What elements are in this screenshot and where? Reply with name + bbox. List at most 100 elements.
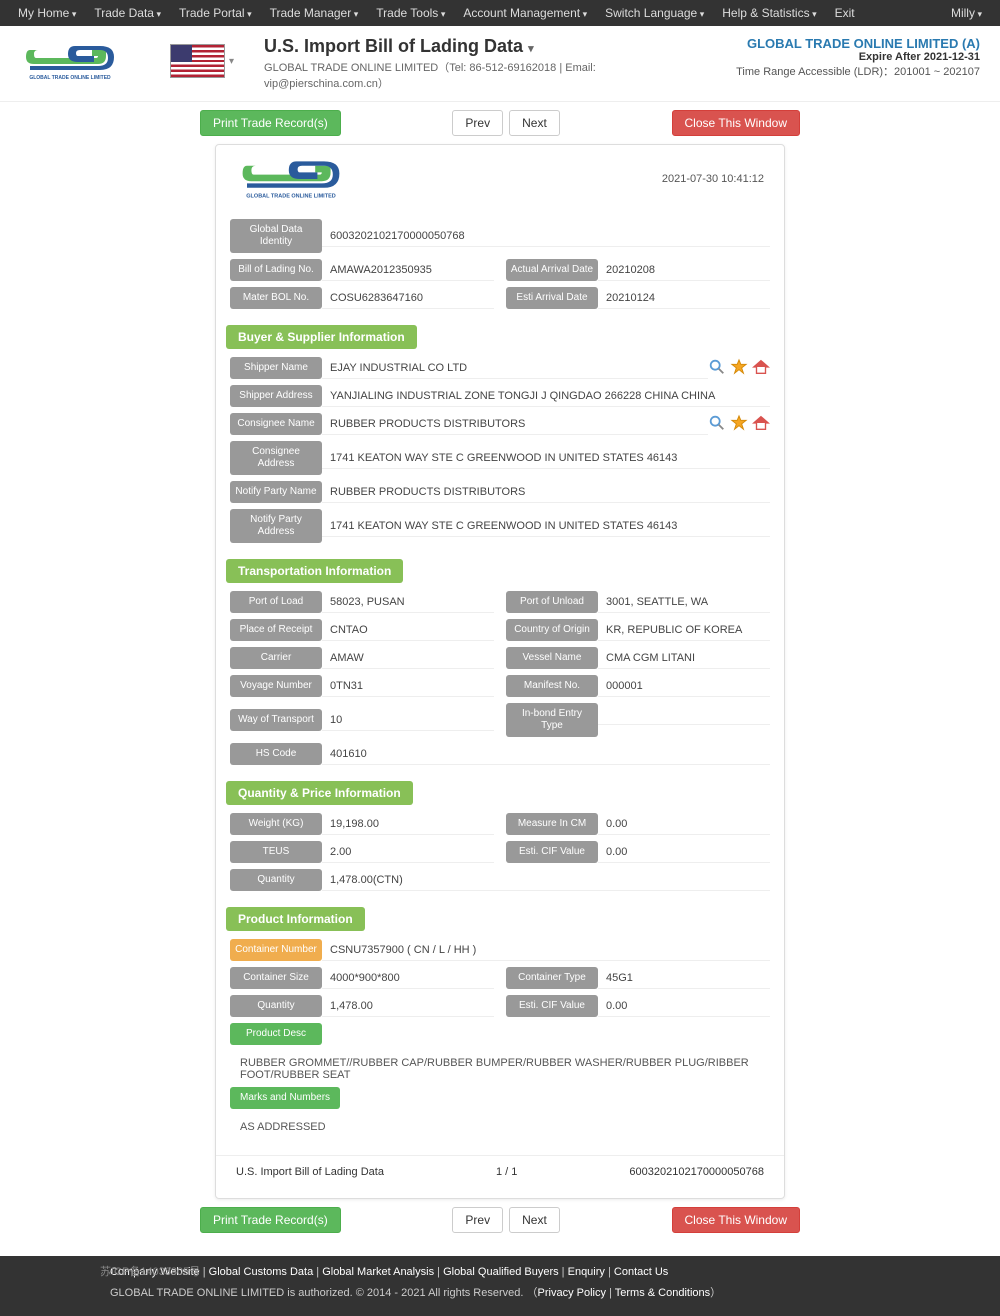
print-button[interactable]: Print Trade Record(s) xyxy=(200,1207,341,1233)
field-label: Quantity xyxy=(230,869,322,891)
field-label: HS Code xyxy=(230,743,322,765)
field-value: EJAY INDUSTRIAL CO LTD xyxy=(322,358,708,379)
field-value: 1741 KEATON WAY STE C GREENWOOD IN UNITE… xyxy=(322,516,770,537)
field-label: Mater BOL No. xyxy=(230,287,322,309)
prev-button[interactable]: Prev xyxy=(452,1207,503,1233)
marks-value: AS ADDRESSED xyxy=(230,1115,770,1139)
field-value: 58023, PUSAN xyxy=(322,592,494,613)
account-time-range: Time Range Accessible (LDR)：201001 ~ 202… xyxy=(736,63,980,79)
prev-button[interactable]: Prev xyxy=(452,110,503,136)
marks-label: Marks and Numbers xyxy=(230,1087,340,1109)
us-flag-icon xyxy=(170,44,225,78)
field-value: KR, REPUBLIC OF KOREA xyxy=(598,620,770,641)
copyright-text: GLOBAL TRADE ONLINE LIMITED is authorize… xyxy=(110,1287,527,1299)
footer-link[interactable]: Contact Us xyxy=(614,1266,668,1278)
nav-item[interactable]: My Home xyxy=(10,4,84,22)
transport-section: Transportation Information Port of Load5… xyxy=(226,559,774,765)
field-value: 6003202102170000050768 xyxy=(322,226,770,247)
account-name: GLOBAL TRADE ONLINE LIMITED (A) xyxy=(736,36,980,51)
container-number-label: Container Number xyxy=(230,939,322,961)
icp-text: 苏ICP备14033305号 xyxy=(100,1263,200,1279)
top-navbar: My HomeTrade DataTrade PortalTrade Manag… xyxy=(0,0,1000,26)
home-icon[interactable] xyxy=(752,358,770,379)
nav-item[interactable]: Trade Portal xyxy=(171,4,260,22)
field-label: Carrier xyxy=(230,647,322,669)
footer-link[interactable]: Global Qualified Buyers xyxy=(443,1266,559,1278)
section-title: Product Information xyxy=(226,907,365,931)
field-label: Place of Receipt xyxy=(230,619,322,641)
field-value: YANJIALING INDUSTRIAL ZONE TONGJI J QING… xyxy=(322,386,770,407)
field-label: Weight (KG) xyxy=(230,813,322,835)
country-flag-selector[interactable]: ▾ xyxy=(170,44,234,78)
field-label: Shipper Name xyxy=(230,357,322,379)
field-value: 20210208 xyxy=(598,260,770,281)
product-section: Product Information Container Number CSN… xyxy=(226,907,774,1139)
field-value: 1,478.00(CTN) xyxy=(322,870,770,891)
terms-link[interactable]: Terms & Conditions xyxy=(615,1287,710,1299)
trade-record: GLOBAL TRADE ONLINE LIMITED 2021-07-30 1… xyxy=(215,144,785,1199)
field-value: 1,478.00 xyxy=(322,996,494,1017)
svg-text:GLOBAL TRADE ONLINE LIMITED: GLOBAL TRADE ONLINE LIMITED xyxy=(246,194,335,200)
field-value: 0.00 xyxy=(598,842,770,863)
search-icon[interactable] xyxy=(708,414,726,435)
footer-link[interactable]: Global Customs Data xyxy=(209,1266,314,1278)
field-value: 2.00 xyxy=(322,842,494,863)
field-label: In-bond Entry Type xyxy=(506,703,598,737)
next-button[interactable]: Next xyxy=(509,1207,560,1233)
svg-text:GLOBAL TRADE ONLINE LIMITED: GLOBAL TRADE ONLINE LIMITED xyxy=(29,75,111,81)
nav-item[interactable]: Trade Tools xyxy=(368,4,453,22)
field-label: Voyage Number xyxy=(230,675,322,697)
close-button[interactable]: Close This Window xyxy=(672,110,800,136)
section-title: Transportation Information xyxy=(226,559,403,583)
container-number-value: CSNU7357900 ( CN / L / HH ) xyxy=(322,940,770,961)
field-value: RUBBER PRODUCTS DISTRIBUTORS xyxy=(322,414,708,435)
product-desc-label: Product Desc xyxy=(230,1023,322,1045)
star-icon[interactable] xyxy=(730,358,748,379)
next-button[interactable]: Next xyxy=(509,110,560,136)
field-label: Vessel Name xyxy=(506,647,598,669)
field-label: Actual Arrival Date xyxy=(506,259,598,281)
field-label: Notify Party Address xyxy=(230,509,322,543)
field-label: Port of Unload xyxy=(506,591,598,613)
field-value: AMAWA2012350935 xyxy=(322,260,494,281)
nav-item[interactable]: Help & Statistics xyxy=(714,4,824,22)
page-header: GLOBAL TRADE ONLINE LIMITED ▾ U.S. Impor… xyxy=(0,26,1000,102)
field-label: Way of Transport xyxy=(230,709,322,731)
record-footer-title: U.S. Import Bill of Lading Data xyxy=(236,1166,384,1178)
field-label: Container Type xyxy=(506,967,598,989)
star-icon[interactable] xyxy=(730,414,748,435)
field-label: Notify Party Name xyxy=(230,481,322,503)
title-dropdown[interactable] xyxy=(528,36,534,56)
logo: GLOBAL TRADE ONLINE LIMITED xyxy=(20,36,140,85)
identity-section: Global Data Identity60032021021700000507… xyxy=(226,219,774,309)
privacy-link[interactable]: Privacy Policy xyxy=(538,1287,606,1299)
toolbar-bottom: Print Trade Record(s) Prev Next Close Th… xyxy=(0,1199,1000,1241)
field-value: 1741 KEATON WAY STE C GREENWOOD IN UNITE… xyxy=(322,448,770,469)
nav-item[interactable]: Switch Language xyxy=(597,4,712,22)
nav-item[interactable]: Trade Manager xyxy=(262,4,367,22)
field-label: Manifest No. xyxy=(506,675,598,697)
field-value: COSU6283647160 xyxy=(322,288,494,309)
footer-link[interactable]: Enquiry xyxy=(568,1266,605,1278)
field-label: Global Data Identity xyxy=(230,219,322,253)
product-desc: RUBBER GROMMET//RUBBER CAP/RUBBER BUMPER… xyxy=(230,1051,770,1087)
section-title: Buyer & Supplier Information xyxy=(226,325,417,349)
close-button[interactable]: Close This Window xyxy=(672,1207,800,1233)
record-footer-page: 1 / 1 xyxy=(496,1166,517,1178)
field-value: 20210124 xyxy=(598,288,770,309)
field-label: Port of Load xyxy=(230,591,322,613)
nav-item[interactable]: Account Management xyxy=(455,4,595,22)
user-menu[interactable]: Milly xyxy=(943,4,990,22)
section-title: Quantity & Price Information xyxy=(226,781,413,805)
footer-link[interactable]: Global Market Analysis xyxy=(322,1266,434,1278)
print-button[interactable]: Print Trade Record(s) xyxy=(200,110,341,136)
field-value: AMAW xyxy=(322,648,494,669)
search-icon[interactable] xyxy=(708,358,726,379)
nav-item[interactable]: Exit xyxy=(827,4,863,22)
logo-svg: GLOBAL TRADE ONLINE LIMITED xyxy=(20,42,120,82)
home-icon[interactable] xyxy=(752,414,770,435)
field-label: Esti. CIF Value xyxy=(506,995,598,1017)
record-logo: GLOBAL TRADE ONLINE LIMITED xyxy=(236,157,346,201)
nav-item[interactable]: Trade Data xyxy=(86,4,169,22)
field-value: 000001 xyxy=(598,676,770,697)
